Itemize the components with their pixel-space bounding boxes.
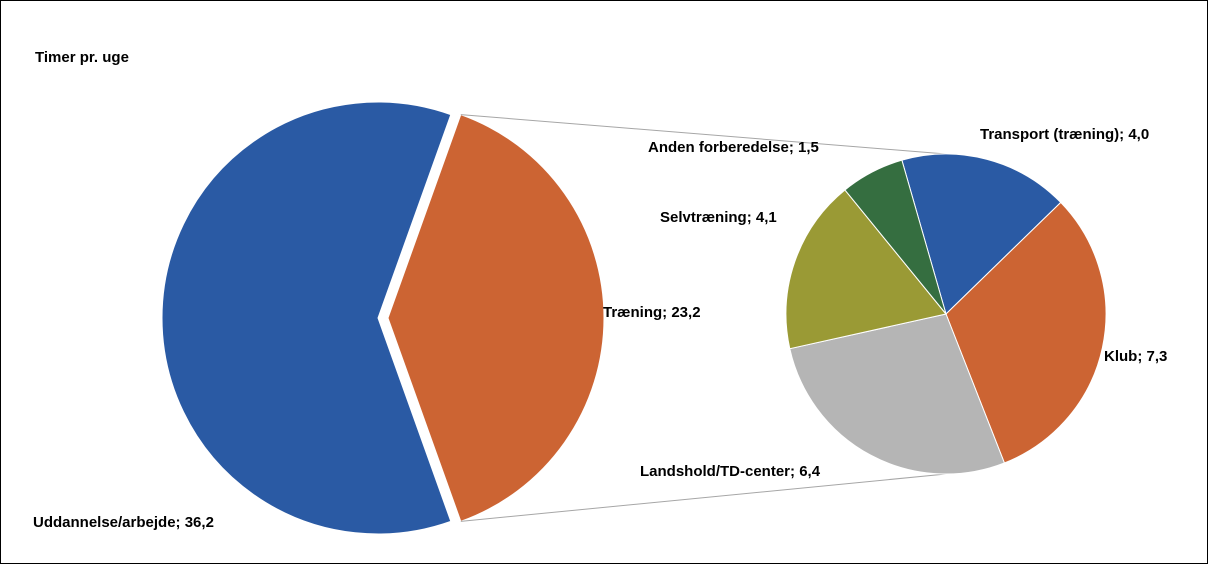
label-value: 6,4 [799, 463, 821, 480]
label-value: 4,0 [1128, 126, 1149, 143]
pie-slice [161, 101, 452, 535]
connector [460, 473, 947, 522]
label-value: 1,5 [798, 139, 819, 156]
chart-title: Timer pr. uge [35, 49, 129, 66]
data-label: Transport (træning); 4,0 [980, 126, 1149, 143]
label-category: Uddannelse/arbejde [33, 514, 176, 531]
label-value: 4,1 [756, 209, 777, 226]
data-label: Selvtræning; 4,1 [660, 209, 777, 226]
pie-slice [789, 313, 1006, 475]
pie-slice [387, 113, 605, 523]
label-value: 7,3 [1147, 348, 1168, 365]
label-separator: ; [176, 514, 185, 531]
label-separator: ; [1137, 348, 1146, 365]
data-label: Træning; 23,2 [603, 304, 701, 321]
label-value: 36,2 [185, 514, 214, 531]
label-category: Transport (træning) [980, 126, 1119, 143]
label-separator: ; [662, 304, 671, 321]
data-label: Klub; 7,3 [1104, 348, 1167, 365]
data-label: Anden forberedelse; 1,5 [648, 139, 819, 156]
label-value: 23,2 [671, 304, 700, 321]
label-separator: ; [747, 209, 756, 226]
pie-slice [901, 153, 1062, 315]
label-category: Træning [603, 304, 662, 321]
pie-slice [945, 201, 1107, 464]
connector [460, 114, 947, 155]
data-label: Landshold/TD-center; 6,4 [640, 463, 821, 480]
pie-slice [844, 159, 947, 315]
label-separator: ; [790, 463, 799, 480]
label-separator: ; [1119, 126, 1128, 143]
label-category: Landshold/TD-center [640, 463, 790, 480]
label-category: Anden forberedelse [648, 139, 789, 156]
label-category: Selvtræning [660, 209, 747, 226]
data-label: Uddannelse/arbejde; 36,2 [33, 514, 214, 531]
label-separator: ; [789, 139, 798, 156]
pie-slice [785, 189, 947, 350]
label-category: Klub [1104, 348, 1137, 365]
